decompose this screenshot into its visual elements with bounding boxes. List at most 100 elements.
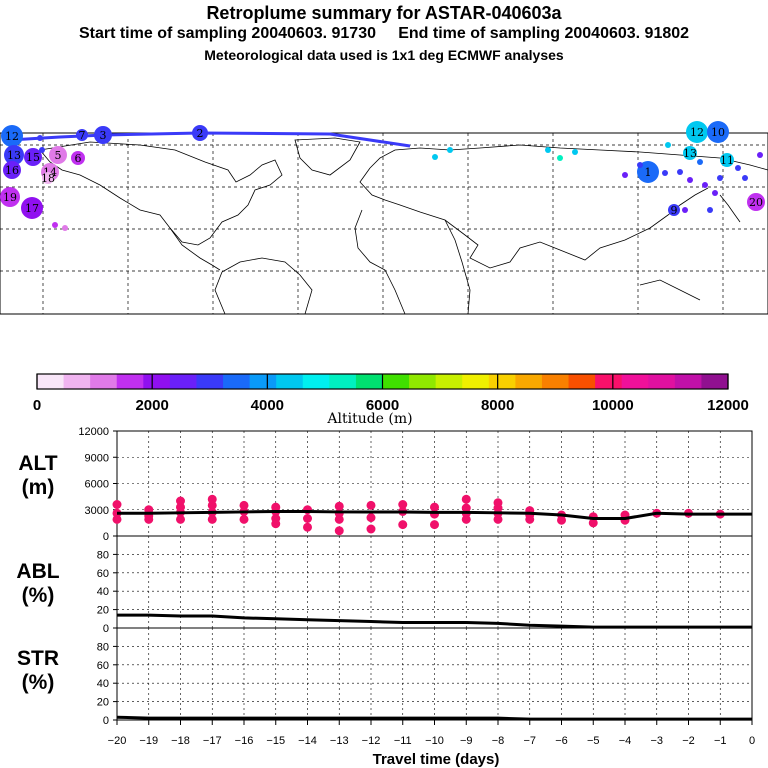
cluster-label: 6 (75, 152, 82, 165)
cluster-label: 18 (41, 172, 55, 185)
colorbar-segment (462, 374, 490, 389)
colorbar-tick: 0 (33, 397, 41, 414)
colorbar-segment (382, 374, 410, 389)
panel-str: 0 20 40 60 80 STR(%) (17, 627, 753, 727)
plume-cluster (3, 161, 21, 179)
plume-dot (637, 162, 643, 168)
colorbar-segment (63, 374, 91, 389)
plume-dot (735, 165, 741, 171)
y-tick-label: 20 (97, 605, 109, 617)
plume-cluster (720, 153, 734, 167)
colorbar-tick: 4000 (251, 397, 284, 414)
plume-cluster (42, 172, 54, 184)
map-panel: 121315165617141918732112101120139 (0, 121, 768, 315)
colorbar-segment (276, 374, 304, 389)
plume-dot (447, 147, 453, 153)
plume-dot (702, 182, 708, 188)
colorbar-segment (223, 374, 251, 389)
altitude-point (207, 494, 217, 504)
colorbar-segment (116, 374, 144, 389)
time-series-panels: 030006000900012000ALT(m)020406080ABL(%)0… (16, 426, 755, 768)
y-axis-label: ALT (18, 452, 57, 475)
colorbar-tick: 2000 (135, 397, 168, 414)
altitude-point (176, 514, 185, 524)
x-tick-label: −8 (492, 735, 505, 747)
plume-dot (557, 155, 563, 161)
panel-alt: 0 3000 6000 9000 12000 ALT(m) (18, 426, 753, 543)
x-tick-label: −10 (425, 735, 444, 747)
x-tick-label: −16 (235, 735, 254, 747)
altitude-point (239, 514, 249, 524)
cluster-label: 17 (25, 202, 39, 215)
x-tick-label: −12 (362, 735, 381, 747)
x-tick-label: −4 (619, 735, 632, 747)
cluster-label: 13 (683, 147, 697, 160)
cluster-label: 5 (55, 149, 62, 162)
end-time-label: End time of sampling 20040603. 91802 (398, 25, 690, 42)
cluster-label: 1 (645, 166, 652, 179)
altitude-point (303, 514, 312, 523)
y-axis-label: ABL (16, 560, 59, 583)
altitude-point (334, 501, 344, 511)
y-tick-label: 6000 (85, 479, 109, 491)
y-axis-label: (%) (22, 671, 55, 694)
plume-cluster (94, 126, 112, 144)
series-line (117, 613, 752, 629)
colorbar-segment (701, 374, 729, 389)
colorbar-segment (568, 374, 596, 389)
plume-cluster (0, 187, 20, 207)
series-line (116, 715, 752, 721)
colorbar-segment (515, 374, 543, 389)
x-axis-label: Travel time (days) (373, 751, 500, 768)
plume-dot (717, 175, 723, 181)
plume-dot (757, 152, 763, 158)
x-tick-label: 0 (749, 735, 755, 747)
colorbar-segment (595, 374, 623, 389)
colorbar-segment (169, 374, 197, 389)
plume-cluster (24, 148, 42, 166)
chart-title: Retroplume summary for ASTAR-040603a (206, 3, 562, 23)
y-tick-label: 80 (97, 549, 109, 561)
plume-cluster (71, 151, 85, 165)
altitude-point (303, 522, 312, 532)
start-time-label: Start time of sampling 20040603. 91730 (78, 25, 376, 42)
altitude-point (334, 526, 344, 536)
altitude-point (493, 498, 503, 508)
plume-cluster (4, 145, 24, 165)
altitude-point (366, 513, 376, 523)
colorbar-segment (435, 374, 463, 389)
altitude-point (112, 500, 122, 509)
colorbar-title: Altitude (m) (326, 411, 412, 427)
colorbar-segment (196, 374, 224, 389)
plume-cluster (683, 146, 697, 160)
x-tick-label: −14 (298, 735, 317, 747)
plume-dot (742, 175, 748, 181)
cluster-label: 10 (711, 126, 725, 139)
met-data-label: Meteorological data used is 1x1 deg ECMW… (204, 47, 564, 63)
plume-cluster (686, 121, 708, 143)
plume-dot (697, 159, 703, 165)
plume-cluster (49, 146, 67, 164)
plume-dot (545, 147, 551, 153)
colorbar-segment (541, 374, 570, 389)
altitude-point (430, 520, 439, 530)
cluster-label: 7 (79, 129, 86, 142)
x-axis: −20 −19 −18 −17 −16 −15 −14 −13 −12 −11 −10 −9 −8 −7−… (108, 720, 755, 768)
altitude-point (398, 520, 408, 530)
y-axis-label: (m) (22, 476, 55, 499)
plume-dot (52, 222, 58, 228)
trajectory-path (9, 131, 411, 148)
y-tick-label: 0 (103, 715, 109, 727)
y-tick-label: 0 (103, 623, 109, 635)
x-tick-label: −19 (139, 735, 158, 747)
colorbar-tick: 12000 (707, 397, 749, 414)
colorbar-segment (249, 374, 277, 389)
colorbar-segment (674, 374, 702, 389)
altitude-point (271, 519, 281, 529)
x-tick-label: −15 (266, 735, 285, 747)
plume-dot (687, 177, 693, 183)
plume-cluster (707, 121, 729, 143)
cluster-label: 13 (7, 149, 21, 162)
y-tick-label: 60 (97, 568, 109, 580)
